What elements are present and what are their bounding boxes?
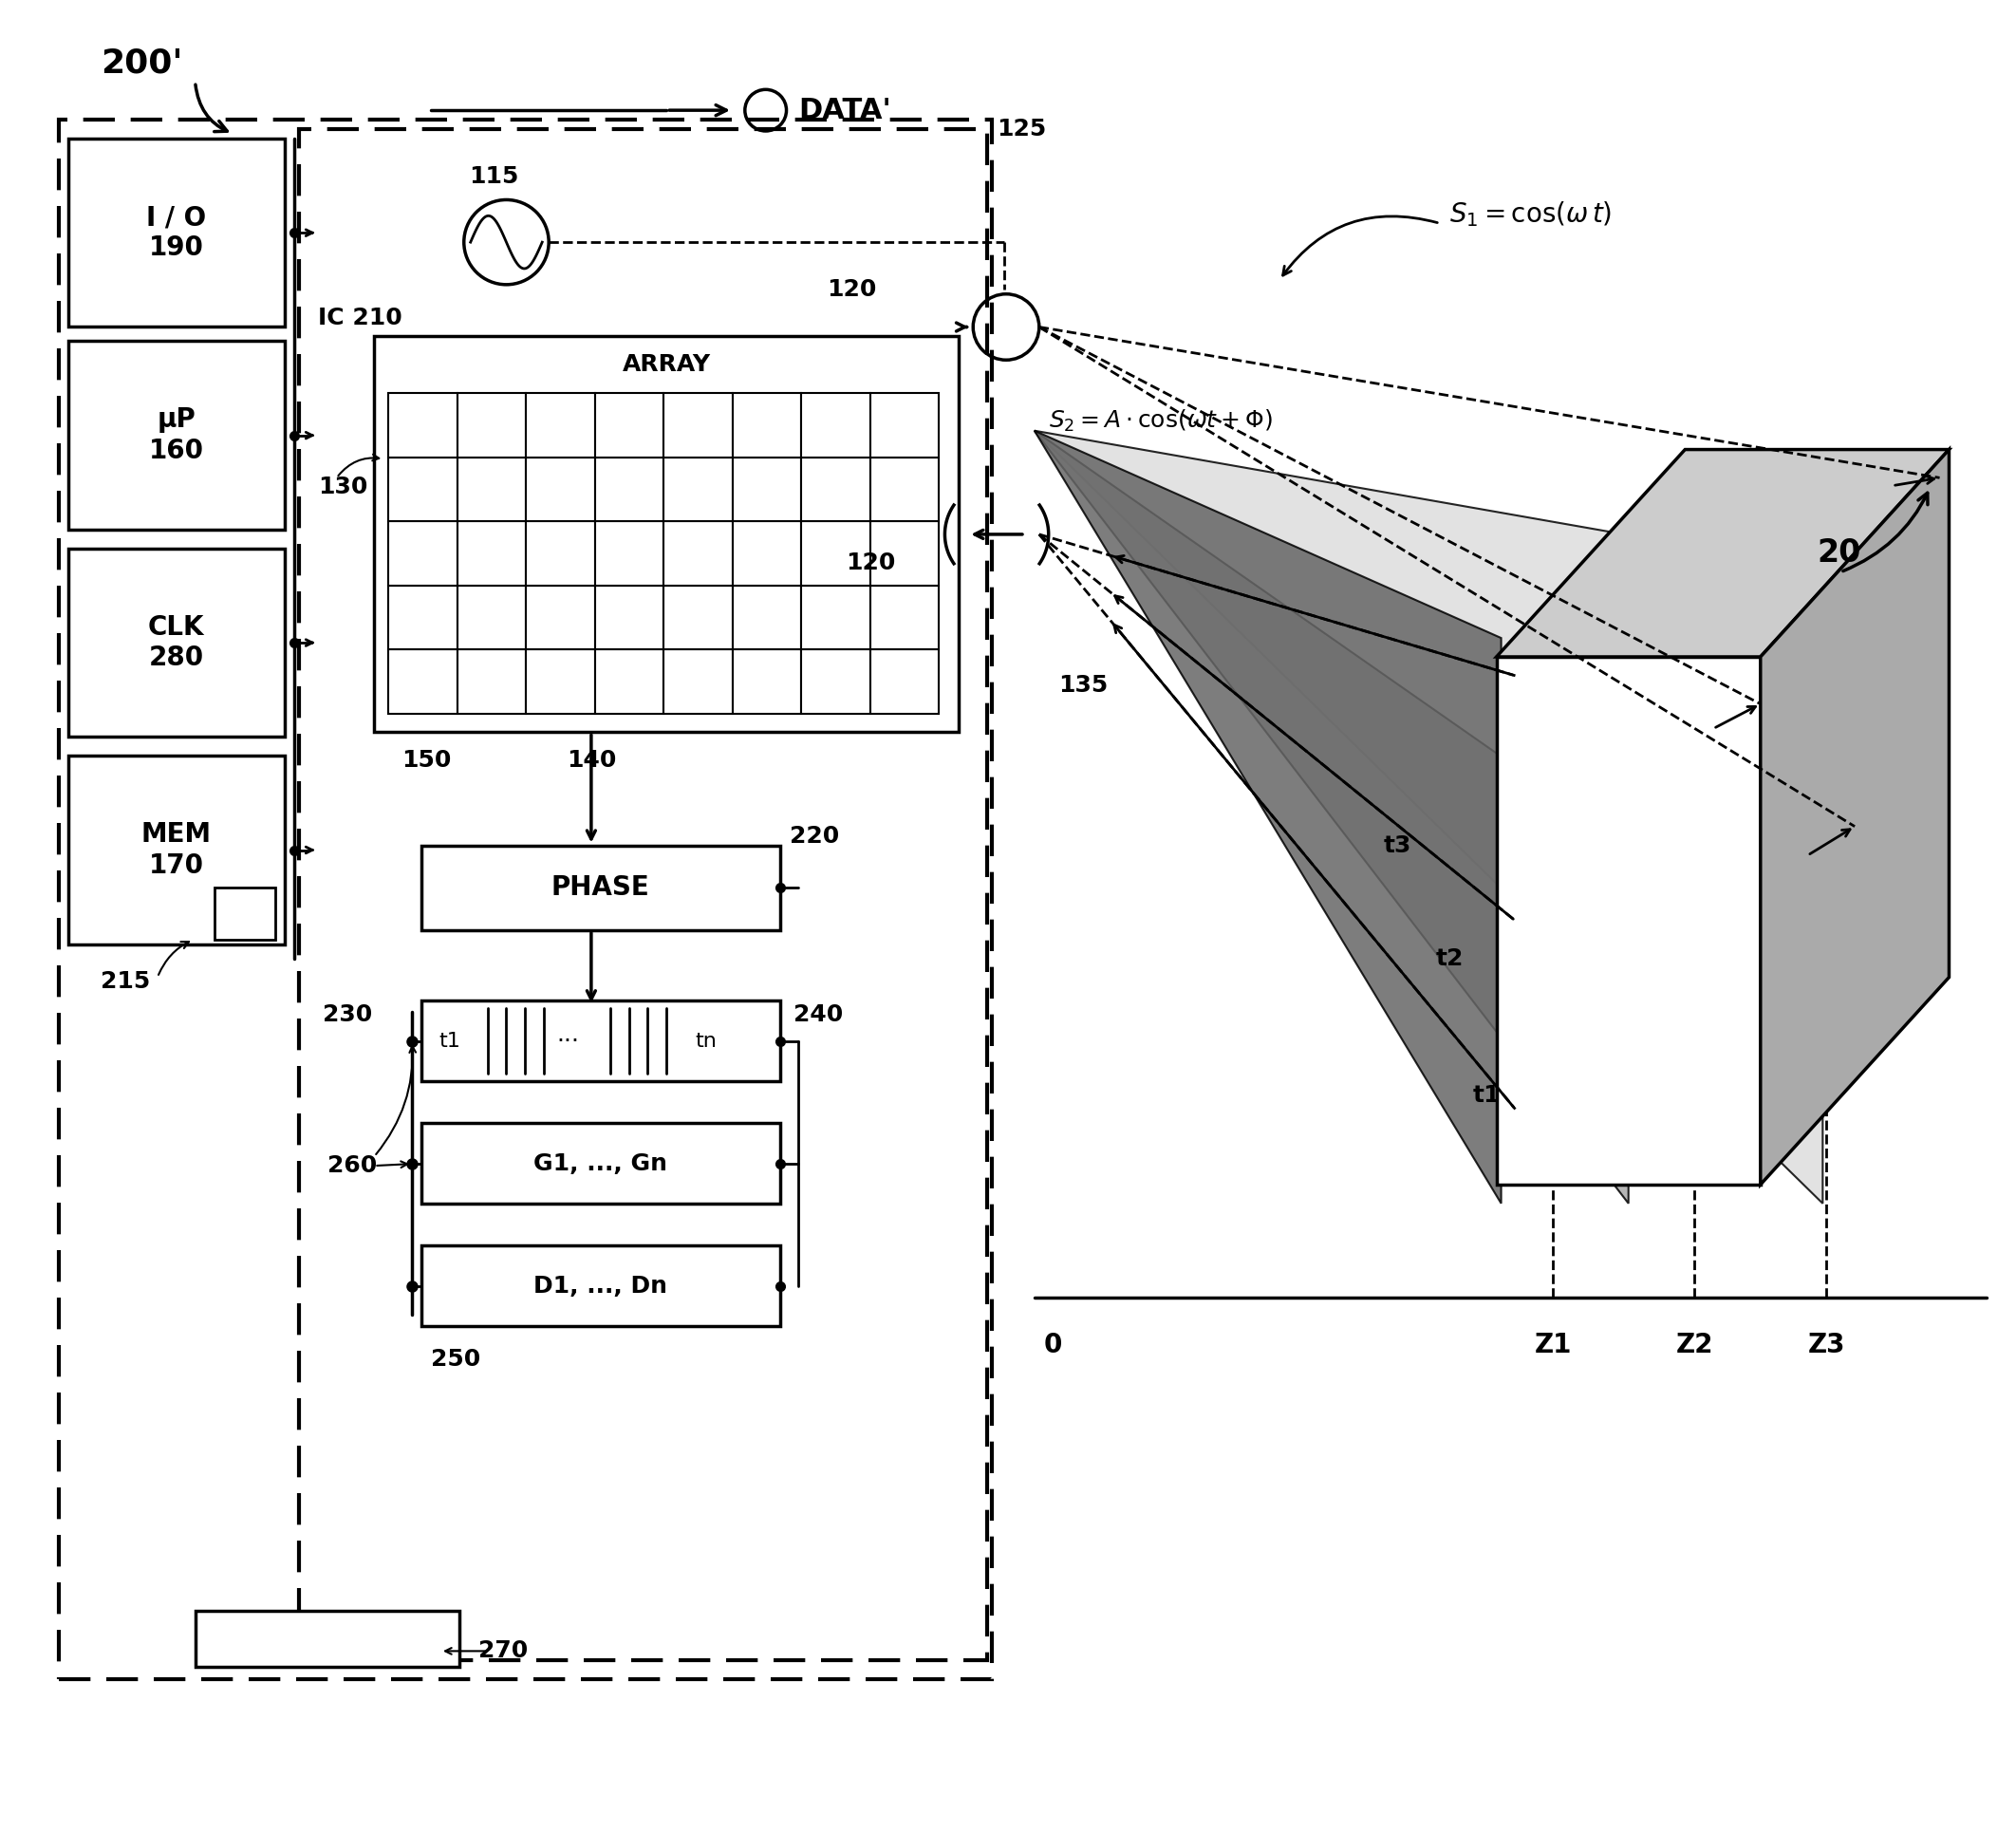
Bar xyxy=(458,456,526,520)
Text: Z2: Z2 xyxy=(1675,1332,1714,1358)
Bar xyxy=(526,394,595,456)
Text: MEM
170: MEM 170 xyxy=(141,821,212,879)
Bar xyxy=(663,394,732,456)
Bar xyxy=(732,584,802,649)
Text: μP
160: μP 160 xyxy=(149,407,204,463)
Polygon shape xyxy=(1496,658,1760,1185)
Bar xyxy=(871,584,939,649)
Text: $S_1 = \cos(\omega\,t)$: $S_1 = \cos(\omega\,t)$ xyxy=(1450,200,1613,229)
Text: 130: 130 xyxy=(319,476,367,498)
Bar xyxy=(421,845,780,931)
Bar xyxy=(196,1610,460,1667)
Bar xyxy=(458,394,526,456)
Text: 150: 150 xyxy=(401,749,452,771)
Bar xyxy=(802,584,871,649)
Bar xyxy=(595,456,663,520)
Bar xyxy=(802,394,871,456)
Bar xyxy=(595,584,663,649)
Bar xyxy=(58,119,992,1680)
Text: IC 210: IC 210 xyxy=(319,306,401,330)
Bar xyxy=(69,757,284,943)
Text: 120: 120 xyxy=(827,278,877,300)
Bar xyxy=(69,548,284,736)
Text: t1: t1 xyxy=(1474,1085,1502,1107)
Bar xyxy=(214,889,276,940)
Text: t1: t1 xyxy=(437,1031,460,1052)
Polygon shape xyxy=(1034,431,1502,1204)
Text: I / O
190: I / O 190 xyxy=(147,203,206,262)
Text: 200': 200' xyxy=(101,48,183,79)
Bar xyxy=(802,520,871,584)
Bar xyxy=(732,456,802,520)
Text: 220: 220 xyxy=(788,824,839,846)
Bar xyxy=(526,649,595,713)
Text: ARRAY: ARRAY xyxy=(623,354,712,376)
Text: 250: 250 xyxy=(431,1348,480,1370)
Bar xyxy=(595,649,663,713)
Bar xyxy=(389,649,458,713)
Bar xyxy=(298,128,988,1660)
Bar xyxy=(595,394,663,456)
Bar xyxy=(663,456,732,520)
Bar xyxy=(526,520,595,584)
Bar xyxy=(732,649,802,713)
Bar xyxy=(663,649,732,713)
Bar xyxy=(802,456,871,520)
Text: PHASE: PHASE xyxy=(552,874,649,901)
Bar xyxy=(458,649,526,713)
Text: D1, ..., Dn: D1, ..., Dn xyxy=(534,1275,667,1297)
Bar xyxy=(69,139,284,326)
Text: 140: 140 xyxy=(566,749,617,771)
Text: 125: 125 xyxy=(996,117,1046,141)
Text: $S_2 = A \cdot \cos(\omega t + \Phi)$: $S_2 = A \cdot \cos(\omega t + \Phi)$ xyxy=(1048,409,1272,434)
Text: 20: 20 xyxy=(1816,537,1861,570)
Polygon shape xyxy=(1760,449,1949,1185)
Text: 120: 120 xyxy=(847,551,895,573)
Bar xyxy=(389,394,458,456)
Bar xyxy=(458,584,526,649)
Bar xyxy=(421,1123,780,1204)
Bar xyxy=(375,337,960,733)
Text: 270: 270 xyxy=(478,1640,528,1662)
Bar xyxy=(595,520,663,584)
Text: ···: ··· xyxy=(556,1030,579,1053)
Bar xyxy=(526,456,595,520)
Bar xyxy=(458,520,526,584)
Bar xyxy=(871,649,939,713)
Text: 0: 0 xyxy=(1044,1332,1062,1358)
Polygon shape xyxy=(1034,431,1629,1204)
Bar xyxy=(663,584,732,649)
Polygon shape xyxy=(1496,449,1949,658)
Text: CLK
280: CLK 280 xyxy=(147,614,204,671)
Bar xyxy=(421,1246,780,1326)
Bar xyxy=(732,394,802,456)
Bar xyxy=(663,520,732,584)
Bar xyxy=(871,394,939,456)
Bar xyxy=(421,1000,780,1081)
Text: t2: t2 xyxy=(1435,947,1464,969)
Text: G1, ..., Gn: G1, ..., Gn xyxy=(534,1152,667,1176)
Bar xyxy=(389,584,458,649)
Text: DATA': DATA' xyxy=(798,97,891,125)
Bar xyxy=(732,520,802,584)
Text: tn: tn xyxy=(696,1031,716,1052)
Text: 240: 240 xyxy=(794,1004,843,1026)
Text: t3: t3 xyxy=(1383,834,1411,857)
Bar xyxy=(389,456,458,520)
Text: 115: 115 xyxy=(468,165,518,187)
Bar xyxy=(526,584,595,649)
Bar xyxy=(802,649,871,713)
Text: Z1: Z1 xyxy=(1534,1332,1572,1358)
Polygon shape xyxy=(1034,431,1822,1204)
Text: 260: 260 xyxy=(327,1154,377,1178)
Text: Z3: Z3 xyxy=(1808,1332,1845,1358)
Bar xyxy=(871,456,939,520)
Text: 135: 135 xyxy=(1058,674,1107,696)
Bar xyxy=(389,520,458,584)
Bar xyxy=(69,341,284,529)
Text: 215: 215 xyxy=(101,971,151,993)
Text: 230: 230 xyxy=(323,1004,373,1026)
Bar xyxy=(871,520,939,584)
